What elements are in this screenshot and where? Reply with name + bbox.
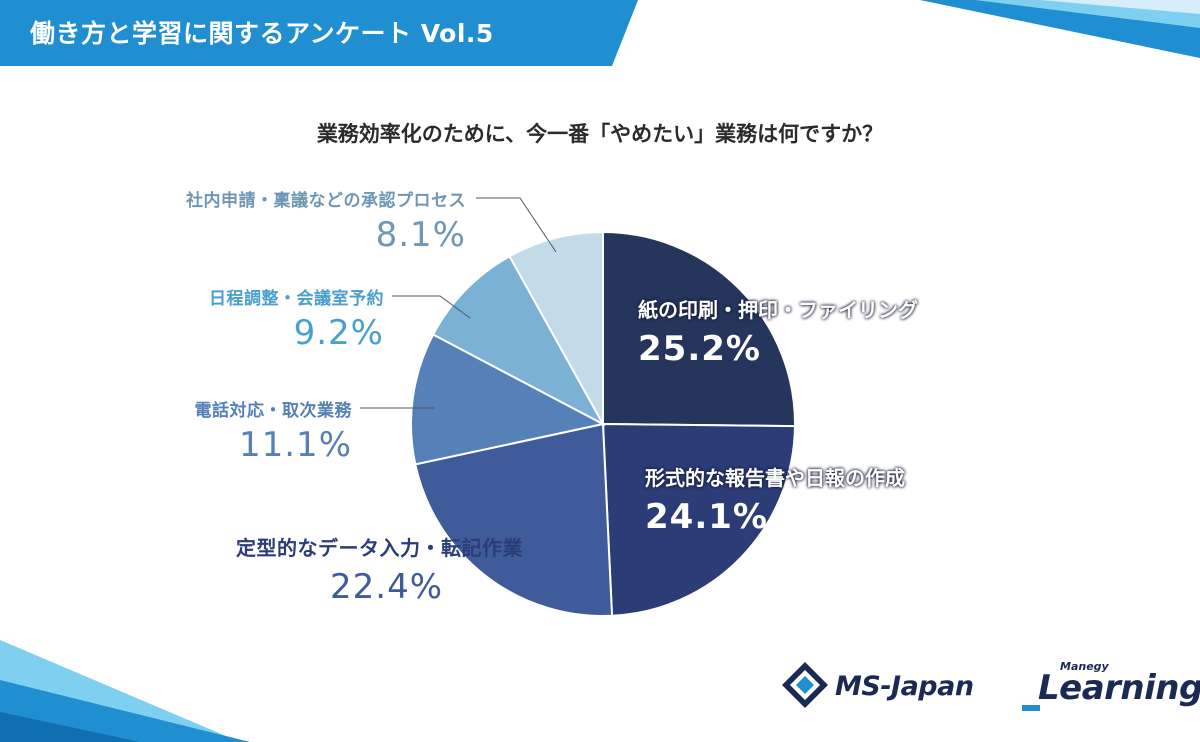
- pie-slice-3: [410, 333, 606, 466]
- pie-slice-2: [414, 422, 614, 617]
- header-title: 働き方と学習に関するアンケート Vol.5: [30, 19, 494, 48]
- slice-name-approval: 社内申請・稟議などの承認プロセス: [186, 191, 466, 211]
- learning-logo-accent: [1022, 705, 1040, 711]
- chart-question: 業務効率化のために、今一番「やめたい」業務は何ですか？: [316, 122, 884, 146]
- slice-label-phone: 電話対応・取次業務 11.1%: [100, 396, 352, 465]
- pie-slice-1: [601, 422, 796, 617]
- slice-label-scheduling: 日程調整・会議室予約 9.2%: [100, 284, 384, 353]
- leader-line-approval: [476, 197, 557, 253]
- slice-value-scheduling: 9.2%: [293, 313, 384, 353]
- slice-label-reports: 形式的な報告書や日報の作成 24.1%: [645, 462, 905, 537]
- slice-value-reports: 24.1%: [645, 497, 768, 537]
- slice-value-phone: 11.1%: [238, 425, 352, 465]
- ms-japan-logo-text: MS-Japan: [835, 671, 974, 702]
- learning-logo-text: Learning: [1038, 668, 1200, 708]
- pie-slice-4: [431, 254, 606, 427]
- slice-value-approval: 8.1%: [375, 215, 466, 255]
- manegy-logo-text: Manegy: [1060, 660, 1109, 673]
- slice-label-approval: 社内申請・稟議などの承認プロセス 8.1%: [100, 186, 466, 255]
- slice-value-printing: 25.2%: [638, 329, 761, 369]
- pie-slice-5: [508, 230, 604, 428]
- header-banner: [0, 0, 638, 66]
- slice-value-data-entry: 22.4%: [330, 567, 444, 607]
- ms-japan-logo-icon: [782, 662, 828, 708]
- slice-name-scheduling: 日程調整・会議室予約: [209, 289, 384, 309]
- slice-name-phone: 電話対応・取次業務: [194, 401, 352, 421]
- pie-slice-0: [602, 230, 796, 428]
- leader-line-scheduling: [392, 295, 471, 319]
- slice-name-reports: 形式的な報告書や日報の作成: [645, 466, 905, 490]
- slice-name-data-entry: 定型的なデータ入力・転記作業: [236, 536, 523, 560]
- slice-name-printing: 紙の印刷・押印・ファイリング: [638, 298, 918, 322]
- slice-label-data-entry: 定型的なデータ入力・転記作業 22.4%: [200, 532, 590, 607]
- slice-label-printing: 紙の印刷・押印・ファイリング 25.2%: [638, 294, 918, 369]
